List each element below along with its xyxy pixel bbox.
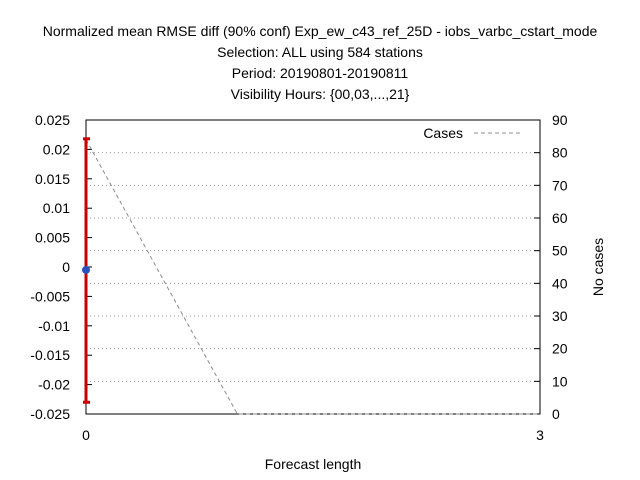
y2-tick-label: 90 — [552, 112, 568, 128]
y2-tick-label: 20 — [552, 341, 568, 357]
x-tick-label: 0 — [82, 427, 90, 443]
chart-title-line: Selection: ALL using 584 stations — [217, 44, 423, 60]
x-axis-label: Forecast length — [265, 456, 362, 472]
plot-frame — [85, 119, 541, 415]
y2-axis-ticks: 90 80 70 60 50 40 30 20 10 0 — [534, 112, 568, 422]
grid-lines — [86, 152, 540, 382]
y-tick-label: 0.02 — [43, 141, 70, 157]
y-tick-label: -0.005 — [30, 288, 70, 304]
y2-tick-label: 70 — [552, 177, 568, 193]
y-tick-label: -0.02 — [38, 377, 70, 393]
chart-title-line: Period: 20190801-20190811 — [232, 65, 409, 81]
y2-tick-label: 30 — [552, 308, 568, 324]
series-line-cases — [85, 139, 540, 415]
y-tick-label: 0 — [62, 259, 70, 275]
y2-tick-label: 50 — [552, 243, 568, 259]
chart-title-line: Normalized mean RMSE diff (90% conf) Exp… — [43, 23, 598, 39]
y2-tick-label: 80 — [552, 145, 568, 161]
y-tick-label: 0.025 — [35, 112, 70, 128]
y-tick-label: -0.025 — [30, 406, 70, 422]
x-tick-label: 3 — [536, 427, 544, 443]
y-tick-label: 0.015 — [35, 171, 70, 187]
chart-title-line: Visibility Hours: {00,03,...,21} — [231, 86, 410, 102]
legend-label: Cases — [423, 125, 463, 141]
y2-tick-label: 40 — [552, 275, 568, 291]
y-axis-ticks: 0.025 0.02 0.015 0.01 0.005 0 -0.005 -0.01 -0.01… — [30, 112, 92, 422]
y2-tick-label: 10 — [552, 373, 568, 389]
y-tick-label: -0.015 — [30, 347, 70, 363]
y-tick-label: 0.005 — [35, 230, 70, 246]
y-tick-label: 0.01 — [43, 200, 70, 216]
y2-axis-label: No cases — [590, 238, 606, 296]
legend: Cases — [423, 125, 521, 141]
y-tick-label: -0.01 — [38, 318, 70, 334]
series-layer — [82, 137, 540, 415]
y2-tick-label: 60 — [552, 210, 568, 226]
chart-titles: Normalized mean RMSE diff (90% conf) Exp… — [43, 23, 598, 102]
y2-tick-label: 0 — [552, 406, 560, 422]
mean-point — [82, 265, 90, 274]
